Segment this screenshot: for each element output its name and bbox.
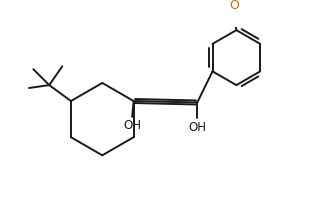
Text: O: O <box>229 0 239 12</box>
Text: OH: OH <box>123 119 141 132</box>
Text: OH: OH <box>188 121 206 134</box>
